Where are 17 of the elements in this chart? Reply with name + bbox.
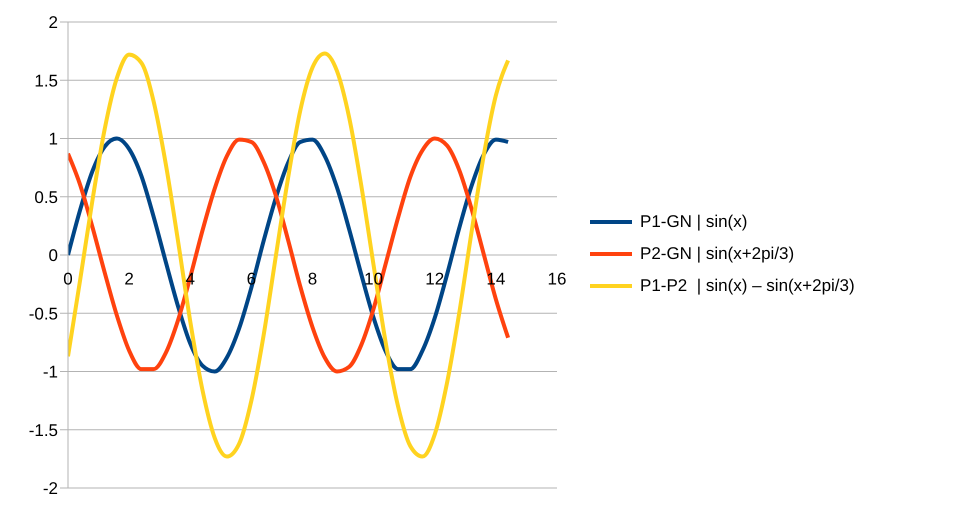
- y-tick-label: 0.5: [34, 188, 58, 207]
- y-tick-label: -0.5: [28, 304, 58, 324]
- y-tick-label: 1: [48, 130, 58, 149]
- x-tick-label: 16: [548, 270, 566, 288]
- x-tick-label: 8: [308, 270, 318, 288]
- y-tick-label: -2: [42, 479, 58, 498]
- y-tick-label: 2: [48, 13, 58, 32]
- legend-label: P1-GN | sin(x): [640, 212, 748, 232]
- legend-label: P1-P2 | sin(x) – sin(x+2pi/3): [640, 276, 855, 296]
- y-tick-label: -1.5: [28, 420, 58, 440]
- legend-label: P2-GN | sin(x+2pi/3): [640, 244, 794, 264]
- x-tick-label: 12: [425, 270, 444, 288]
- x-tick-label: 2: [124, 270, 134, 288]
- x-tick-label: 0: [63, 270, 73, 288]
- y-tick-label: 0: [48, 246, 58, 266]
- y-tick-label: 1.5: [34, 71, 58, 90]
- y-tick-label: -1: [42, 362, 58, 382]
